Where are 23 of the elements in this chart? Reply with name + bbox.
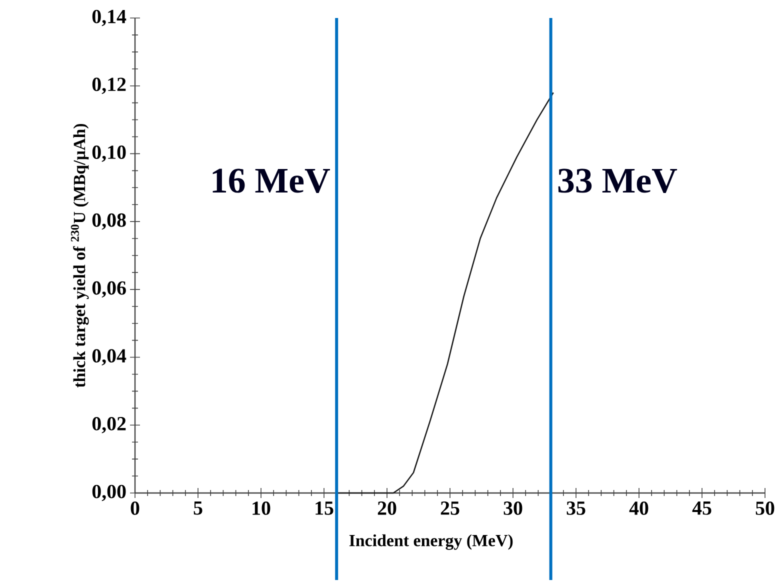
y-tick-label: 0,10 [92, 145, 126, 162]
y-tick-label: 0,06 [92, 281, 126, 298]
x-tick-label: 0 [130, 501, 140, 515]
x-tick-label: 20 [378, 501, 396, 515]
y-tick-label: 0,12 [92, 77, 126, 94]
ref-line-label: 16 MeV [212, 168, 330, 193]
x-tick-label: 50 [756, 501, 774, 515]
x-tick-label: 15 [316, 501, 334, 515]
y-tick-label: 0,14 [92, 10, 126, 26]
x-tick-label: 45 [692, 501, 712, 515]
x-tick-label: 35 [566, 501, 586, 515]
x-tick-label: 25 [440, 501, 460, 515]
y-tick-label: 0,00 [92, 484, 126, 501]
y-tick-label: 0,04 [92, 348, 126, 366]
y-tick-label: 0,08 [92, 213, 126, 230]
x-tick-label: 5 [194, 501, 202, 514]
y-tick-label: 0,02 [92, 416, 126, 434]
ref-line-label: 33 MeV [558, 168, 678, 193]
y-axis-title: thick target yield of $^{230}$U (MBq/µAh) [70, 124, 89, 388]
x-axis-title: Incident energy (MeV) [349, 534, 513, 550]
x-tick-label: 10 [252, 501, 270, 515]
x-tick-label: 30 [504, 501, 522, 515]
x-tick-label: 40 [629, 501, 648, 515]
